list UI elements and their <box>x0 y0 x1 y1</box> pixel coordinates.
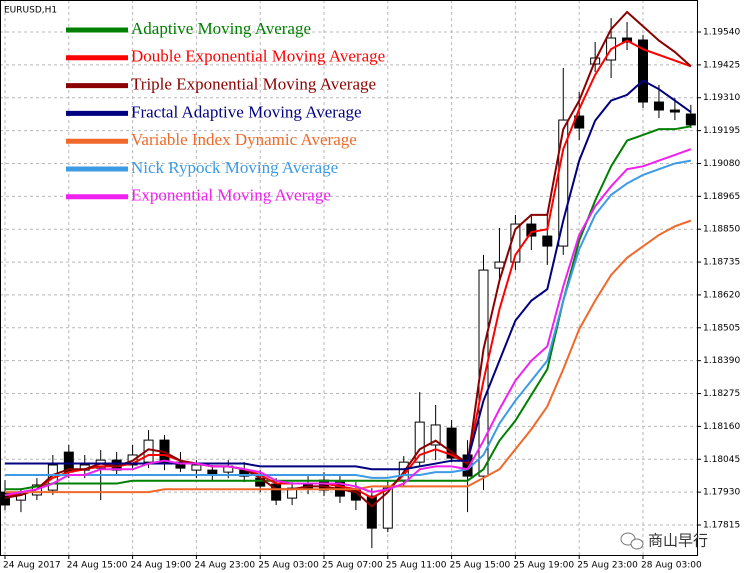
y-tick-label: 1.17815 <box>703 520 740 530</box>
candle-body <box>669 109 680 113</box>
candle-body <box>207 469 218 475</box>
candle-body <box>653 101 664 111</box>
ma-line <box>5 79 692 471</box>
x-tick-label: 25 Aug 23:00 <box>577 561 638 571</box>
candle-body <box>191 464 202 471</box>
x-tick-label: 25 Aug 19:00 <box>513 561 574 571</box>
candle-body <box>558 119 569 247</box>
legend-label: Triple Exponential Moving Average <box>131 75 376 94</box>
candle-body <box>287 487 298 499</box>
legend-label: Adaptive Moving Average <box>131 19 311 38</box>
candle-body <box>430 424 441 446</box>
chart-title: EURUSD,H1 <box>4 6 57 16</box>
y-tick-label: 1.18850 <box>703 225 740 235</box>
candle-body <box>638 39 648 103</box>
legend-label: Nick Rypock Moving Average <box>131 158 338 177</box>
x-tick-label: 24 Aug 19:00 <box>131 561 192 571</box>
y-tick-label: 1.17930 <box>703 488 740 498</box>
x-tick-label: 25 Aug 07:00 <box>322 561 383 571</box>
x-tick-label: 25 Aug 03:00 <box>258 561 319 571</box>
x-tick-label: 25 Aug 11:00 <box>386 561 447 571</box>
x-tick-label: 24 Aug 23:00 <box>194 561 255 571</box>
y-tick-label: 1.18620 <box>703 290 740 300</box>
candle-body <box>446 427 457 459</box>
y-tick-label: 1.18505 <box>703 323 740 333</box>
watermark-icon <box>620 532 644 550</box>
y-tick-label: 1.19080 <box>703 159 740 169</box>
y-tick-label: 1.19540 <box>703 28 740 38</box>
plot-frame <box>0 0 698 556</box>
ma-line <box>5 125 692 491</box>
legend-label: Fractal Adaptive Moving Average <box>131 102 362 121</box>
candle-body <box>526 223 537 237</box>
marks <box>0 10 696 549</box>
y-tick-label: 1.18965 <box>703 192 740 202</box>
candle-body <box>143 439 154 463</box>
candle-body <box>542 235 553 247</box>
x-tick-label: 25 Aug 15:00 <box>450 561 511 571</box>
y-tick-label: 1.18275 <box>703 389 740 399</box>
candle-body <box>685 113 696 126</box>
legend-label: Variable Index Dynamic Average <box>131 130 357 149</box>
candle-body <box>414 421 425 463</box>
x-tick-label: 24 Aug 2017 <box>3 561 61 571</box>
y-tick-label: 1.19425 <box>703 60 740 70</box>
candle-body <box>366 495 377 529</box>
y-tick-label: 1.19195 <box>703 126 740 136</box>
y-tick-label: 1.18160 <box>703 422 740 432</box>
ma-line <box>4 148 692 496</box>
watermark: 商山早行 <box>648 532 708 550</box>
ma-line <box>4 10 692 508</box>
legend-label: Double Exponential Moving Average <box>131 47 385 66</box>
legend: Adaptive Moving Average Double Exponentia… <box>66 19 385 205</box>
x-tick-label: 24 Aug 15:00 <box>67 561 128 571</box>
candle-body <box>478 269 489 477</box>
x-tick-label: 28 Aug 03:00 <box>641 561 702 571</box>
ma-line <box>5 159 692 479</box>
y-tick-label: 1.18735 <box>703 258 740 268</box>
y-tick-label: 1.18045 <box>703 455 740 465</box>
y-tick-label: 1.19310 <box>703 93 740 103</box>
y-tick-label: 1.18390 <box>703 356 740 366</box>
legend-label: Exponential Moving Average <box>131 186 331 205</box>
ma-line <box>5 219 692 494</box>
candle-body <box>175 461 186 469</box>
